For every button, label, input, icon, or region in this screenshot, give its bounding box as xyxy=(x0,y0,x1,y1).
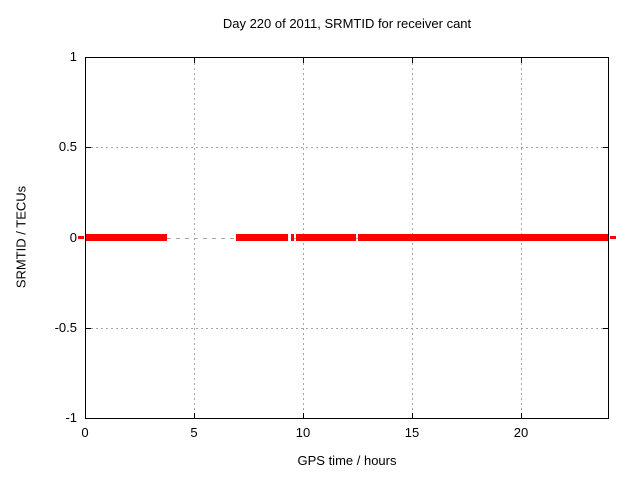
x-tickmark-top xyxy=(303,58,304,63)
y-gridline xyxy=(86,328,608,329)
data-segment xyxy=(358,234,608,241)
data-segment xyxy=(291,234,294,241)
x-tickmark-top xyxy=(194,58,195,63)
edge-dash-right xyxy=(610,236,616,239)
x-tickmark-bottom xyxy=(194,413,195,418)
x-tick-label: 20 xyxy=(513,425,529,440)
y-tickmark-right xyxy=(603,147,608,148)
y-tick-label: 1 xyxy=(69,49,77,64)
x-tick-label: 15 xyxy=(404,425,420,440)
y-tick-label: 0.5 xyxy=(58,139,77,154)
data-segment xyxy=(86,234,167,241)
x-axis-label: GPS time / hours xyxy=(297,453,397,468)
x-tickmark-bottom xyxy=(521,413,522,418)
y-tickmark-left xyxy=(86,147,91,148)
plot-area xyxy=(85,57,609,419)
data-segment xyxy=(296,234,356,241)
x-tickmark-bottom xyxy=(412,413,413,418)
y-tick-label: -0.5 xyxy=(54,320,77,335)
edge-dash-left xyxy=(78,236,84,239)
x-tick-label: 10 xyxy=(295,425,311,440)
chart-title: Day 220 of 2011, SRMTID for receiver can… xyxy=(222,16,472,31)
y-tickmark-right xyxy=(603,418,608,419)
x-tickmark-top xyxy=(85,58,86,63)
y-tick-label: 0 xyxy=(69,230,77,245)
x-tickmark-top xyxy=(521,58,522,63)
y-gridline xyxy=(86,147,608,148)
x-tick-label: 5 xyxy=(190,425,198,440)
x-tick-label: 0 xyxy=(81,425,89,440)
x-tickmark-top xyxy=(412,58,413,63)
x-tickmark-bottom xyxy=(303,413,304,418)
y-tickmark-left xyxy=(86,328,91,329)
y-tickmark-right xyxy=(603,57,608,58)
y-tick-label: -1 xyxy=(65,410,77,425)
y-tickmark-right xyxy=(603,328,608,329)
y-tickmark-left xyxy=(86,57,91,58)
data-segment xyxy=(236,234,288,241)
x-tickmark-bottom xyxy=(85,413,86,418)
y-tickmark-left xyxy=(86,418,91,419)
